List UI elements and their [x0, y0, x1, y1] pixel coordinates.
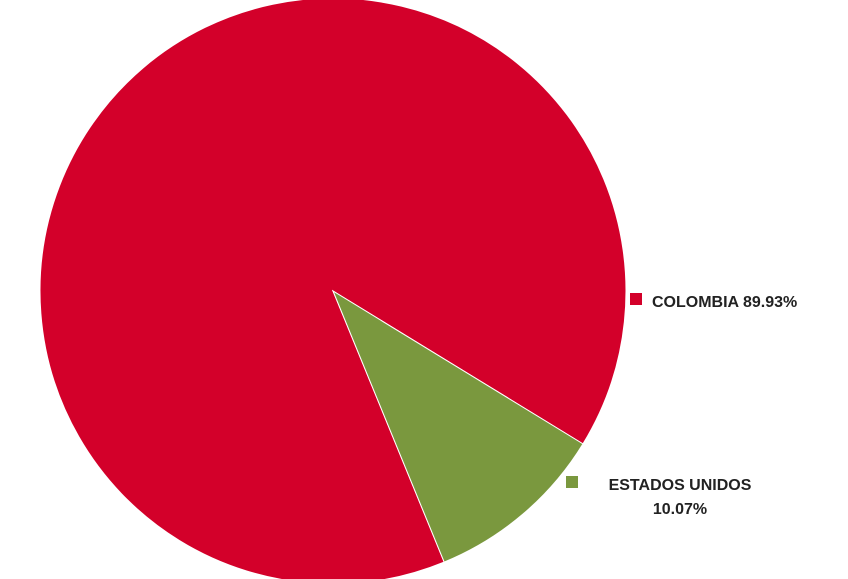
slice-label-estados-unidos-line-1: ESTADOS UNIDOS [609, 477, 752, 494]
pie-slice-colombia [39, 0, 627, 579]
slice-labels: COLOMBIA 89.93% ESTADOS UNIDOS 10.07% [566, 293, 797, 518]
pie-slice-estados-unidos [331, 289, 584, 563]
legend-marker-colombia [630, 293, 642, 305]
slice-label-colombia: COLOMBIA 89.93% [652, 294, 797, 311]
slice-label-estados-unidos-line-2: 10.07% [653, 501, 707, 518]
legend-marker-estados-unidos [566, 476, 578, 488]
pie-slices [39, 0, 627, 579]
